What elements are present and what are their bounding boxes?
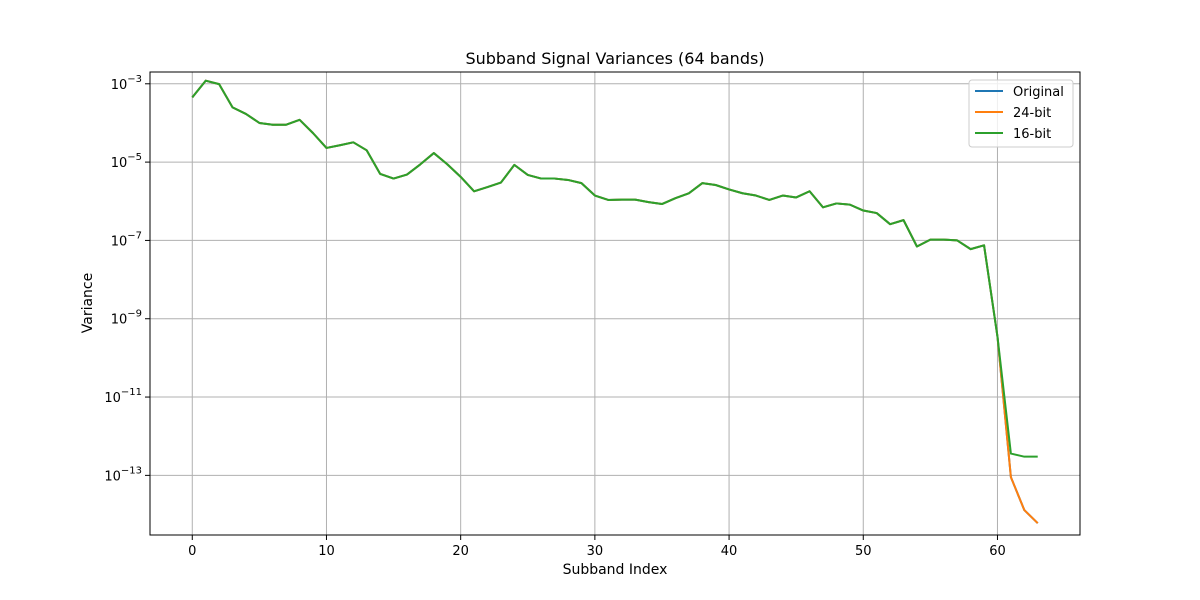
x-axis-title: Subband Index: [563, 562, 668, 578]
x-axis: 0 10 20 30 40 50 60: [188, 535, 1006, 559]
y-tick-label: 10−13: [104, 465, 142, 484]
y-tick-label: 10−11: [104, 387, 142, 406]
x-tick-label: 40: [721, 544, 738, 559]
series-group: [191, 79, 1039, 524]
x-tick-label: 0: [188, 544, 196, 559]
y-tick-label: 10−9: [111, 309, 142, 328]
x-tick-label: 20: [452, 544, 469, 559]
grid: [150, 72, 1080, 535]
x-tick-label: 50: [855, 544, 872, 559]
series-line-16-bit: [191, 79, 1038, 458]
y-tick-label: 10−5: [111, 152, 142, 171]
x-tick-label: 60: [989, 544, 1006, 559]
x-tick-label: 30: [587, 544, 604, 559]
y-tick-label: 10−3: [111, 74, 142, 93]
y-tick-label: 10−7: [111, 230, 142, 249]
y-axis: 10−3 10−5 10−7 10−9 10−11 10−13: [104, 74, 150, 484]
legend-label: 24-bit: [1013, 106, 1051, 121]
plot-frame: [149, 71, 1081, 536]
chart-title: Subband Signal Variances (64 bands): [465, 49, 764, 68]
legend-label: Original: [1013, 85, 1064, 100]
y-axis-title: Variance: [80, 273, 96, 333]
x-tick-label: 10: [318, 544, 335, 559]
legend-label: 16-bit: [1013, 127, 1051, 142]
legend: Original 24-bit 16-bit: [968, 79, 1074, 148]
legend-box: [968, 79, 1074, 148]
